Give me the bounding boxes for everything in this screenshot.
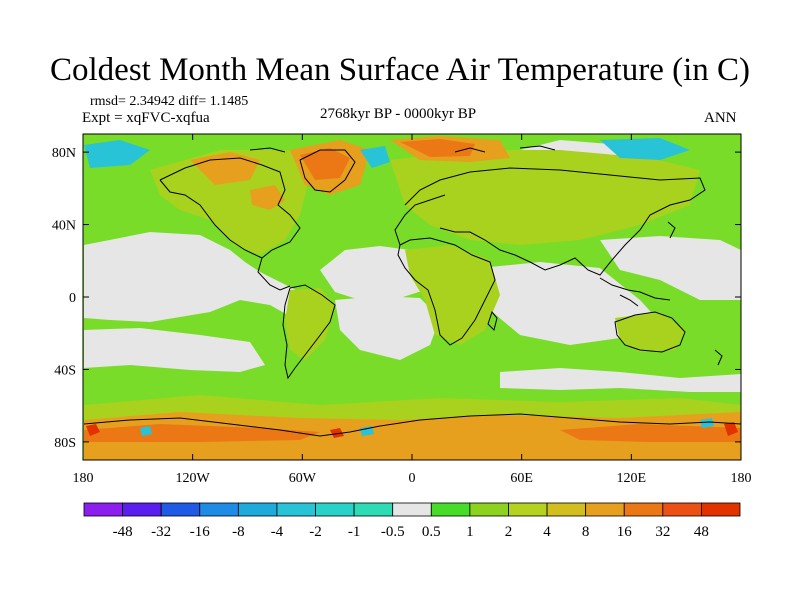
lon-label: 120E xyxy=(617,471,647,486)
colorbar-labels: -48 -32 -16 -8 -4 -2 -1 -0.5 0.5 1 2 4 8 16 32 48 xyxy=(113,524,709,540)
coast-africa-europe xyxy=(394,194,496,346)
colorbar-swatch xyxy=(430,502,471,517)
warming-south-america xyxy=(285,288,335,360)
neutral-region-north-atlantic xyxy=(320,246,430,300)
colorbar xyxy=(83,502,741,517)
colorbar-label: 48 xyxy=(694,524,709,540)
colorbar-label: 16 xyxy=(617,524,633,540)
hot-antarctica-ross xyxy=(560,424,741,442)
coast-antarctica xyxy=(83,413,741,437)
colorbar-swatch xyxy=(546,502,587,517)
temperature-field xyxy=(84,136,741,460)
coast-new-zealand xyxy=(714,349,723,366)
coast-greenland xyxy=(299,149,356,193)
cool-greenland-sea xyxy=(360,146,390,168)
colorbar-label: 1 xyxy=(466,524,474,540)
colorbar-swatch xyxy=(237,502,278,517)
coast-north-america xyxy=(159,157,301,291)
colorbar-swatch xyxy=(392,502,432,517)
colorbar-swatch xyxy=(315,502,355,517)
chart-title: Coldest Month Mean Surface Air Temperatu… xyxy=(50,52,750,88)
colorbar-swatch xyxy=(353,502,394,517)
warm-alaska xyxy=(190,152,260,185)
hot-barents-core xyxy=(400,139,475,157)
colorbar-swatch xyxy=(623,502,664,517)
colorbar-label: -32 xyxy=(151,524,171,540)
lon-label: 60W xyxy=(289,471,317,486)
season-label: ANN xyxy=(704,110,737,126)
colorbar-label: -0.5 xyxy=(381,524,405,540)
coast-south-america xyxy=(282,284,336,380)
hot-greenland-core xyxy=(300,148,350,180)
lat-label: 0 xyxy=(69,291,76,306)
warming-australia xyxy=(615,312,685,352)
colorbar-swatch xyxy=(199,502,239,517)
lon-label: 120W xyxy=(176,471,211,486)
colorbar-label: -2 xyxy=(309,524,322,540)
cool-north-pacific xyxy=(84,140,150,168)
neutral-region-south-atlantic xyxy=(335,296,440,360)
colorbar-label: 2 xyxy=(505,524,513,540)
colorbar-swatch xyxy=(662,502,702,517)
colorbar-label: -4 xyxy=(271,524,284,540)
colorbar-label: 0.5 xyxy=(422,524,441,540)
axis-ticks xyxy=(82,134,742,460)
coast-australia xyxy=(614,311,686,353)
warming-north-america xyxy=(150,150,310,255)
coast-madagascar xyxy=(487,310,498,331)
colorbar-swatch xyxy=(469,502,509,517)
latitude-labels: 80N 40N 0 40S 80S xyxy=(52,146,76,451)
colorbar-swatch xyxy=(276,502,316,517)
lon-label: 0 xyxy=(409,471,416,486)
colorbar-swatch xyxy=(508,502,548,517)
colorbar-swatch xyxy=(122,502,162,517)
lat-label: 40N xyxy=(52,219,76,234)
colorbar-label: -16 xyxy=(190,524,210,540)
neutral-region-southern-ocean xyxy=(500,368,741,392)
coast-southeast-asia xyxy=(599,277,671,307)
colorbar-label: -8 xyxy=(232,524,245,540)
colorbar-swatch xyxy=(160,502,201,517)
lat-label: 80S xyxy=(54,436,76,451)
coast-japan xyxy=(667,221,676,239)
colorbar-swatch xyxy=(83,502,123,517)
period-label: 2768kyr BP - 0000kyr BP xyxy=(320,106,477,122)
coast-eurasia xyxy=(404,167,706,276)
neutral-region-south-pacific xyxy=(84,328,265,372)
colorbar-label: 8 xyxy=(582,524,590,540)
lon-label: 180 xyxy=(731,471,752,486)
colorbar-label: 32 xyxy=(655,524,670,540)
colorbar-swatch xyxy=(585,502,625,517)
warm-antarctica-east xyxy=(84,412,741,460)
colorbar-label: -1 xyxy=(348,524,361,540)
coastlines xyxy=(83,145,741,437)
colorbar-swatch xyxy=(701,502,741,517)
neutral-region-north-pacific-east xyxy=(84,232,326,322)
coast-arctic-islands xyxy=(249,145,556,153)
colorbar-label: 4 xyxy=(543,524,551,540)
warming-eurasia xyxy=(390,150,700,245)
longitude-labels: 180 120W 60W 0 60E 120E 180 xyxy=(73,471,752,486)
stats-text: rmsd= 2.34942 diff= 1.1485 xyxy=(90,94,249,109)
lon-label: 60E xyxy=(510,471,533,486)
lat-label: 80N xyxy=(52,146,76,161)
lon-label: 180 xyxy=(73,471,94,486)
colorbar-label: -48 xyxy=(113,524,133,540)
warm-hudson xyxy=(250,185,285,210)
neutral-region-west-pacific xyxy=(600,236,741,300)
cool-arctic-east xyxy=(600,138,690,160)
warming-africa xyxy=(405,245,500,345)
lat-label: 40S xyxy=(54,363,76,378)
experiment-label: Expt = xqFVC-xqfua xyxy=(82,110,210,126)
